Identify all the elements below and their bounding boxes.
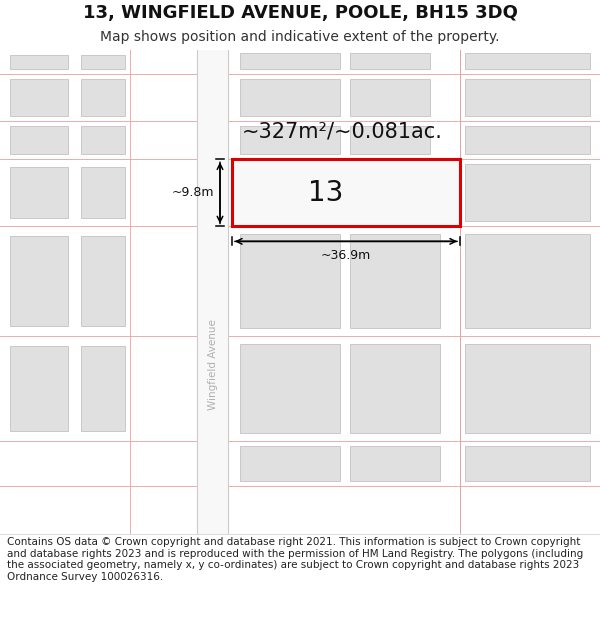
Text: ~9.8m: ~9.8m (172, 186, 214, 199)
Bar (465, 234, 590, 328)
Bar (10, 55, 68, 69)
Bar (10, 346, 68, 431)
Bar (240, 234, 340, 328)
Bar (81, 346, 125, 431)
Bar (232, 159, 460, 226)
Text: Wingfield Avenue: Wingfield Avenue (208, 319, 218, 410)
Bar (240, 53, 340, 69)
Bar (350, 344, 440, 433)
Bar (350, 446, 440, 481)
Bar (10, 168, 68, 218)
Bar (81, 55, 125, 69)
Bar (350, 234, 440, 328)
Bar (10, 126, 68, 154)
Bar (310, 181, 350, 221)
Bar (240, 446, 340, 481)
Bar (350, 53, 430, 69)
Bar (240, 164, 295, 221)
Bar (197, 50, 228, 534)
Bar (465, 53, 590, 69)
Text: ~327m²/~0.081ac.: ~327m²/~0.081ac. (242, 121, 443, 141)
Bar (240, 79, 340, 116)
Bar (81, 126, 125, 154)
Bar (350, 79, 430, 116)
Bar (240, 126, 340, 154)
Bar (81, 236, 125, 326)
Bar (465, 126, 590, 154)
Text: 13, WINGFIELD AVENUE, POOLE, BH15 3DQ: 13, WINGFIELD AVENUE, POOLE, BH15 3DQ (83, 4, 517, 22)
Bar (465, 344, 590, 433)
Bar (465, 164, 590, 221)
Text: ~36.9m: ~36.9m (321, 249, 371, 262)
Bar (465, 446, 590, 481)
Bar (240, 344, 340, 433)
Bar (10, 236, 68, 326)
Bar (81, 168, 125, 218)
Bar (81, 79, 125, 116)
Bar (360, 164, 440, 221)
Text: 13: 13 (308, 179, 344, 207)
Bar (465, 79, 590, 116)
Bar (350, 126, 430, 154)
Text: Contains OS data © Crown copyright and database right 2021. This information is : Contains OS data © Crown copyright and d… (7, 537, 583, 582)
Text: Map shows position and indicative extent of the property.: Map shows position and indicative extent… (100, 29, 500, 44)
Bar (10, 79, 68, 116)
